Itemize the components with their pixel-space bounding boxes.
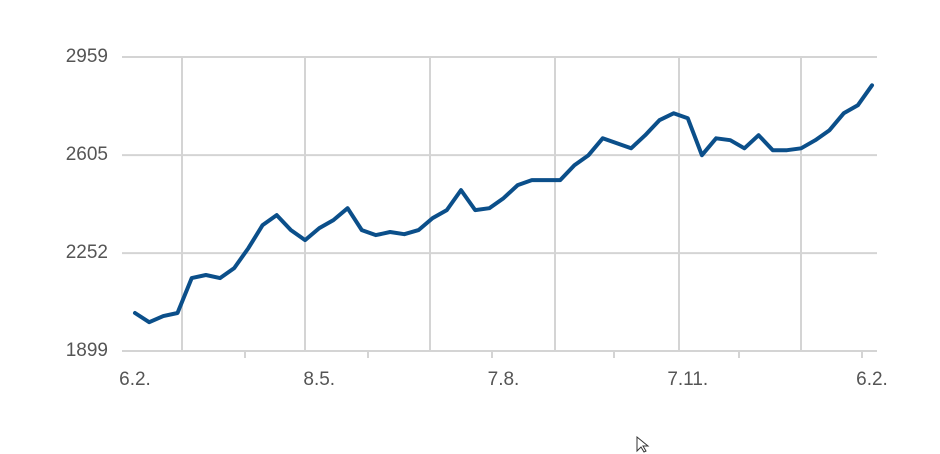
x-tick-label: 6.2. [856,369,888,390]
y-tick-label: 2959 [66,46,108,67]
x-tick-label: 7.11. [667,369,708,390]
y-tick-label: 1899 [66,340,108,361]
y-tick-label: 2252 [66,242,108,263]
x-tick-label: 6.2. [119,369,151,390]
line-series [133,83,874,325]
x-tick-label: 7.8. [488,369,520,390]
y-tick-label: 2605 [66,144,108,165]
cursor [636,435,650,453]
x-tick-label: 8.5. [303,369,335,390]
vertical-grid [181,57,863,358]
